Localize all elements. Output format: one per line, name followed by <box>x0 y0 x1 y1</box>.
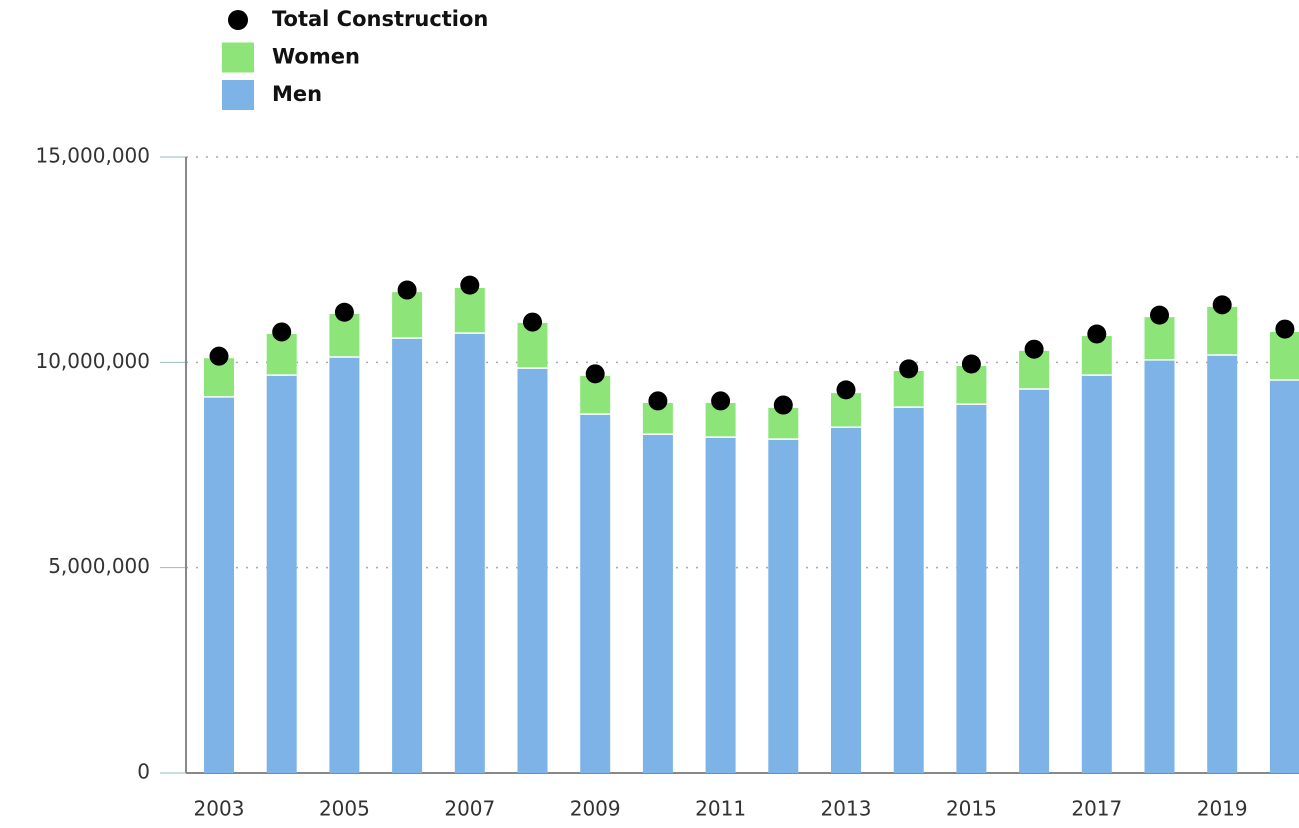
total-dot <box>648 391 668 411</box>
y-tick-label: 0 <box>137 760 150 784</box>
total-dot <box>523 312 542 332</box>
total-dot <box>460 275 480 295</box>
x-tick-label: 2003 <box>194 797 245 821</box>
y-tick-label: 15,000,000 <box>35 144 150 168</box>
bar-segment <box>1144 359 1175 773</box>
total-dot <box>773 395 793 415</box>
total-dot <box>1212 295 1232 315</box>
legend-label: Men <box>272 82 322 106</box>
total-dot <box>836 380 856 400</box>
legend-label: Total Construction <box>272 7 488 31</box>
total-dot <box>272 322 292 342</box>
x-tick-label: 2017 <box>1071 797 1122 821</box>
x-tick-label: 2005 <box>319 797 370 821</box>
bar-segment <box>768 439 799 773</box>
bar-segment <box>893 407 924 773</box>
x-tick-label: 2013 <box>821 797 872 821</box>
legend-label: Women <box>272 45 360 69</box>
bar-segment <box>1269 379 1299 773</box>
total-dot <box>397 280 417 300</box>
total-dot <box>711 391 731 411</box>
total-dot <box>334 302 354 322</box>
y-tick-label: 5,000,000 <box>48 554 150 578</box>
bar-segment <box>1081 375 1112 773</box>
legend-swatch <box>222 80 254 110</box>
total-dot <box>961 354 981 374</box>
bar-segment <box>517 368 548 773</box>
total-dot <box>1150 305 1169 325</box>
total-dot <box>899 359 919 379</box>
bar-segment <box>392 338 423 773</box>
bar-segment <box>831 427 861 773</box>
bar-segment <box>956 404 987 773</box>
legend-swatch <box>222 42 254 73</box>
bar-segment <box>1207 306 1238 355</box>
bar-segment <box>642 434 673 773</box>
total-dot <box>209 346 229 366</box>
bar-segment <box>392 292 423 339</box>
x-tick-label: 2007 <box>444 797 495 821</box>
bar-segment <box>329 356 360 773</box>
bar-segment <box>204 396 234 773</box>
bar-segment <box>454 288 485 334</box>
total-dot <box>1275 319 1295 339</box>
bar-segment <box>705 437 736 773</box>
x-tick-label: 2015 <box>946 797 997 821</box>
total-dot <box>585 364 605 384</box>
bar-segment <box>1269 331 1299 380</box>
total-dot <box>1024 339 1044 359</box>
total-dot <box>1087 324 1107 344</box>
y-tick-label: 10,000,000 <box>35 349 150 373</box>
legend-marker <box>228 10 248 30</box>
bar-segment <box>1019 389 1050 773</box>
x-tick-label: 2009 <box>570 797 621 821</box>
bar-segment <box>266 375 297 773</box>
bar-segment <box>580 414 611 773</box>
x-tick-label: 2019 <box>1197 797 1248 821</box>
bar-segment <box>1207 354 1238 773</box>
x-tick-label: 2011 <box>695 797 746 821</box>
bar-segment <box>454 333 485 773</box>
